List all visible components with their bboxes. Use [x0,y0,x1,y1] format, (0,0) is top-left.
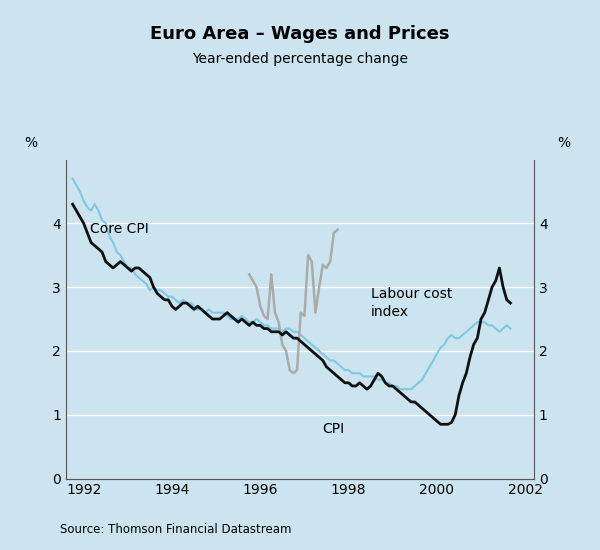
Text: Source: Thomson Financial Datastream: Source: Thomson Financial Datastream [60,523,292,536]
Text: %: % [24,136,37,150]
Text: Core CPI: Core CPI [90,222,149,236]
Text: Labour cost
index: Labour cost index [371,287,452,320]
Text: Year-ended percentage change: Year-ended percentage change [192,52,408,66]
Text: %: % [557,136,571,150]
Text: CPI: CPI [322,421,344,436]
Text: Euro Area – Wages and Prices: Euro Area – Wages and Prices [150,25,450,43]
